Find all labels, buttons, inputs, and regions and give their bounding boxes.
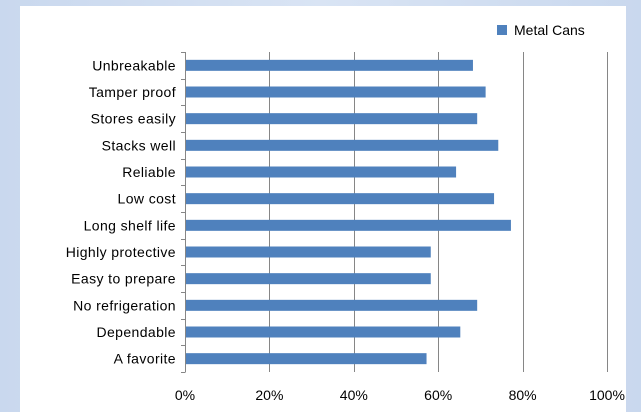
bar	[186, 59, 473, 71]
x-tick-label: 0%	[175, 387, 195, 403]
category-label: No refrigeration	[73, 297, 176, 313]
x-tick-label: 40%	[340, 387, 368, 403]
category-label: Reliable	[122, 164, 176, 180]
bar	[186, 273, 431, 285]
category-label: Highly protective	[66, 244, 176, 260]
x-tick-label: 20%	[255, 387, 283, 403]
bar	[186, 193, 495, 205]
bar	[186, 86, 486, 98]
axes	[181, 52, 186, 373]
category-label: A favorite	[114, 351, 176, 367]
bar	[186, 166, 457, 178]
x-tick-label: 80%	[509, 387, 537, 403]
bar	[186, 246, 431, 258]
bar	[186, 299, 478, 311]
category-label: Tamper proof	[89, 84, 176, 100]
x-tick-label: 60%	[424, 387, 452, 403]
category-label: Stores easily	[91, 111, 176, 127]
legend: Metal Cans	[497, 22, 585, 38]
category-label: Long shelf life	[84, 217, 176, 233]
bar	[186, 353, 427, 365]
gridlines	[269, 52, 608, 372]
legend-swatch	[497, 25, 507, 35]
category-label: Stacks well	[102, 137, 176, 153]
bar	[186, 219, 511, 231]
category-label: Easy to prepare	[71, 271, 176, 287]
legend-label: Metal Cans	[514, 22, 585, 38]
bar	[186, 326, 461, 338]
chart-panel: Unbreakable Tamper proof Stores easily Stac…	[20, 6, 626, 412]
bar	[186, 113, 478, 125]
x-tick-labels: 0% 20% 40% 60% 80% 100%	[175, 387, 625, 403]
x-tick-label: 100%	[589, 387, 625, 403]
category-label: Low cost	[118, 191, 176, 207]
bars	[186, 59, 511, 365]
bar-chart: Unbreakable Tamper proof Stores easily Stac…	[66, 22, 625, 403]
category-labels: Unbreakable Tamper proof Stores easily Stac…	[66, 57, 176, 366]
category-label: Unbreakable	[92, 57, 176, 73]
category-label: Dependable	[96, 324, 176, 340]
bar	[186, 139, 499, 151]
